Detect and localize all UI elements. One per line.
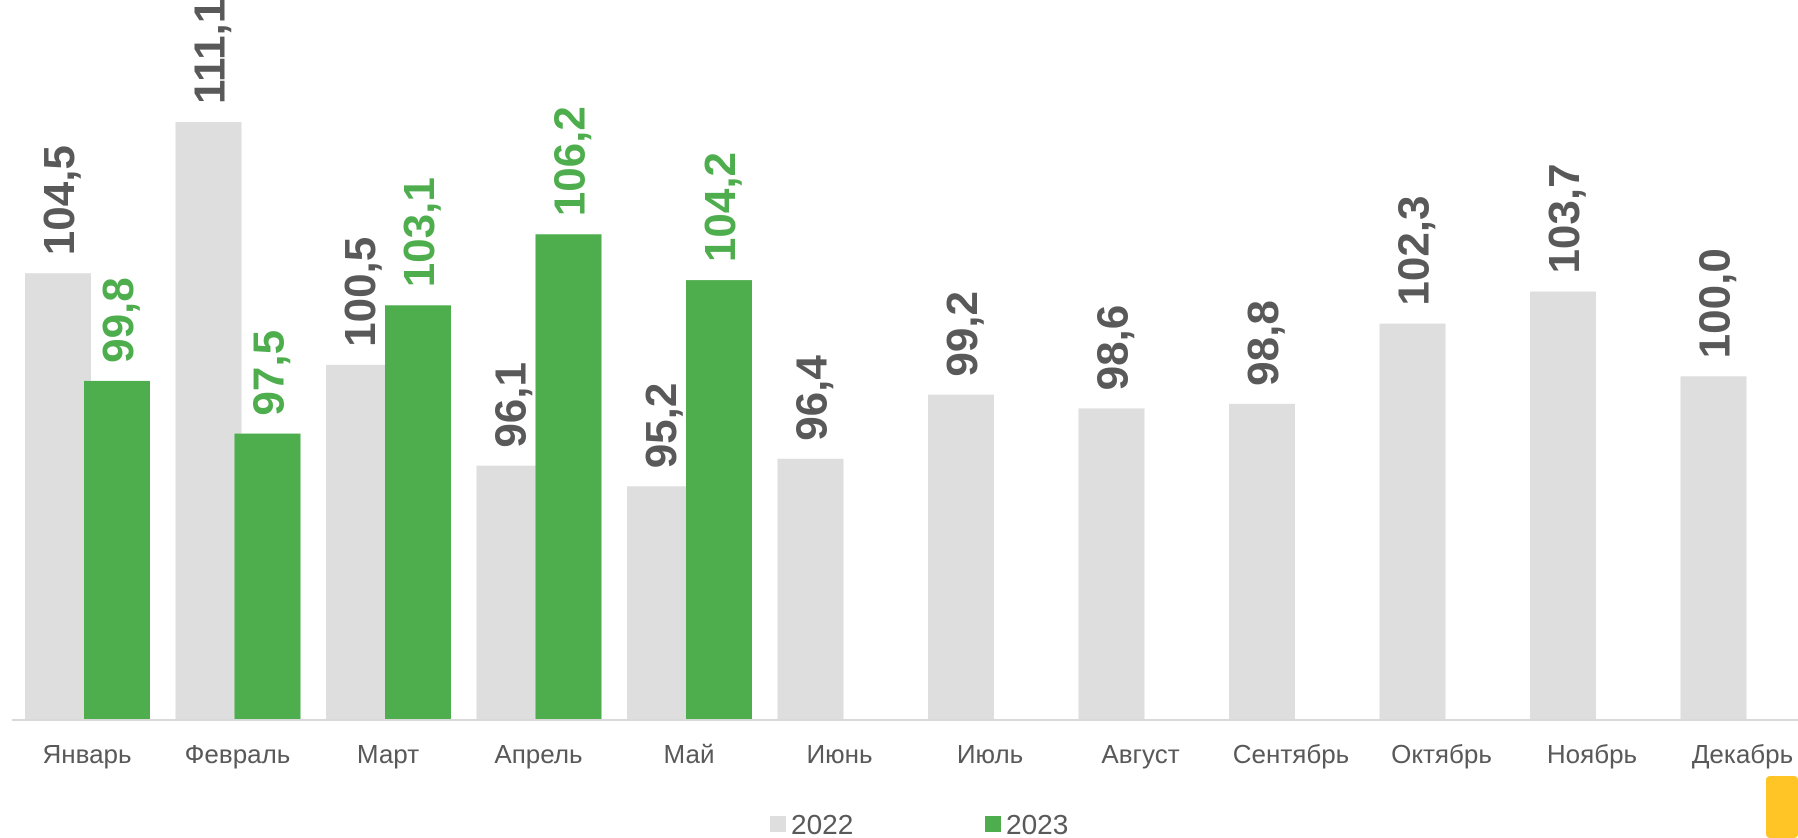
data-label-2022-10: 103,7 bbox=[1540, 163, 1589, 273]
data-label-2023-2: 103,1 bbox=[395, 177, 444, 287]
category-label-0: Январь bbox=[42, 739, 131, 769]
bar-2022-11 bbox=[1680, 376, 1747, 720]
bar-2022-3 bbox=[476, 465, 543, 720]
data-label-2022-9: 102,3 bbox=[1390, 196, 1439, 306]
bar-2023-1 bbox=[234, 433, 301, 720]
legend: 2022 2023 bbox=[770, 809, 1068, 838]
data-label-2022-8: 98,8 bbox=[1239, 300, 1288, 386]
data-label-2022-3: 96,1 bbox=[487, 362, 536, 448]
bar-2022-5 bbox=[777, 458, 844, 720]
category-label-7: Август bbox=[1101, 739, 1179, 769]
category-label-1: Февраль bbox=[185, 739, 291, 769]
category-label-9: Октябрь bbox=[1391, 739, 1492, 769]
legend-label-2023: 2023 bbox=[1006, 809, 1068, 838]
data-label-2022-2: 100,5 bbox=[336, 237, 385, 347]
bar-2023-4 bbox=[686, 280, 752, 720]
data-label-2022-11: 100,0 bbox=[1691, 248, 1740, 358]
category-labels: Январь Февраль Март Апрель Май Июнь Июль Август… bbox=[42, 739, 1793, 769]
data-label-2023-1: 97,5 bbox=[245, 330, 294, 416]
bar-2023-2 bbox=[385, 305, 451, 720]
bar-2022-1 bbox=[175, 122, 242, 720]
bar-2022-10 bbox=[1530, 291, 1596, 720]
bar-2022-7 bbox=[1078, 408, 1145, 720]
data-label-2022-4: 95,2 bbox=[637, 383, 686, 469]
data-label-2022-1: 111,1 bbox=[186, 0, 235, 104]
data-label-2023-0: 99,8 bbox=[94, 277, 143, 363]
legend-swatch-2022 bbox=[770, 816, 786, 832]
category-label-3: Апрель bbox=[494, 739, 582, 769]
bar-2023-3 bbox=[535, 234, 602, 721]
category-label-5: Июнь bbox=[806, 739, 872, 769]
corner-accent bbox=[1766, 776, 1798, 838]
legend-label-2022: 2022 bbox=[791, 809, 853, 838]
legend-swatch-2023 bbox=[985, 816, 1001, 832]
bar-2022-8 bbox=[1229, 403, 1295, 720]
category-label-6: Июль bbox=[957, 739, 1023, 769]
bar-2022-4 bbox=[627, 486, 693, 720]
bar-2022-2 bbox=[326, 364, 392, 720]
bar-2022-9 bbox=[1379, 323, 1446, 720]
category-label-8: Сентябрь bbox=[1233, 739, 1349, 769]
data-label-2023-3: 106,2 bbox=[546, 106, 595, 216]
data-label-2022-0: 104,5 bbox=[35, 145, 84, 255]
data-label-2022-7: 98,6 bbox=[1089, 305, 1138, 391]
bar-2022-0 bbox=[25, 273, 91, 720]
category-label-4: Май bbox=[664, 739, 715, 769]
category-label-2: Март bbox=[357, 739, 419, 769]
data-label-2022-5: 96,4 bbox=[788, 355, 837, 441]
bar-2022-6 bbox=[928, 394, 994, 720]
category-label-10: Ноябрь bbox=[1547, 739, 1637, 769]
data-label-2023-4: 104,2 bbox=[696, 152, 745, 262]
data-label-2022-6: 99,2 bbox=[938, 291, 987, 377]
category-label-11: Декабрь bbox=[1692, 739, 1793, 769]
bar-2023-0 bbox=[84, 380, 150, 720]
